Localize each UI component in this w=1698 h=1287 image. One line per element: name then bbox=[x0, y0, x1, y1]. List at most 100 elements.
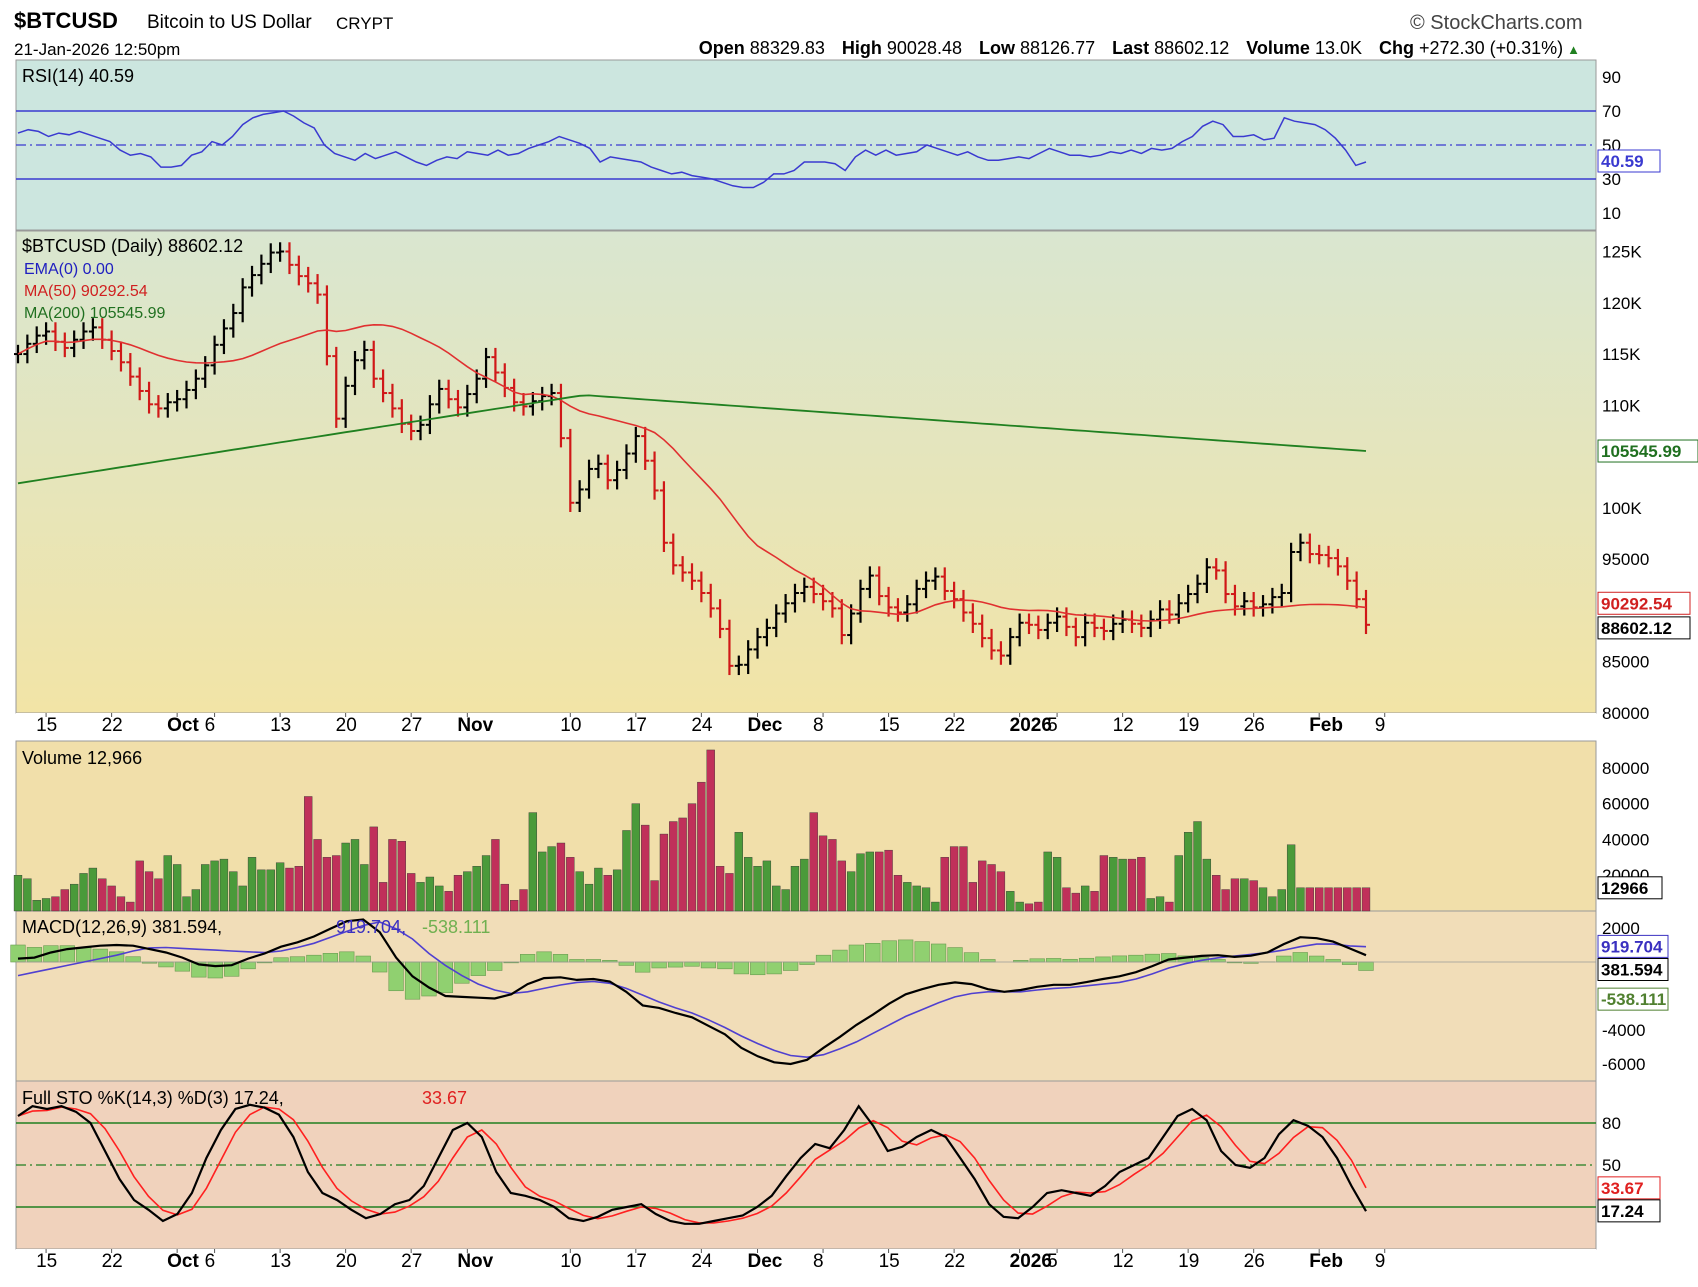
rsi-tick-1: 70 bbox=[1602, 102, 1621, 121]
macd-hist-4 bbox=[76, 947, 92, 963]
ma200-line bbox=[17, 394, 1367, 485]
volume-bar-105 bbox=[996, 871, 1006, 912]
volume-bar-87 bbox=[828, 839, 837, 912]
volume-bar-12 bbox=[126, 901, 135, 912]
macd-hist-26 bbox=[437, 961, 454, 993]
volume-bar-23 bbox=[229, 871, 238, 912]
volume-bar-10 bbox=[107, 885, 116, 912]
macd-hist-43 bbox=[717, 961, 733, 970]
price-tick-1: 120K bbox=[1602, 294, 1642, 313]
rsi-tick-3: 30 bbox=[1602, 170, 1621, 189]
volume-bar-78 bbox=[744, 857, 753, 912]
volume-bar-11 bbox=[116, 896, 126, 912]
volume-bar-68 bbox=[650, 880, 659, 912]
macd-hist-39 bbox=[651, 961, 667, 969]
x-label-0-7: Nov bbox=[457, 715, 493, 736]
volume-bar-115 bbox=[1090, 891, 1099, 912]
volume-bar-14 bbox=[144, 871, 154, 912]
macd-tick-0: 2000 bbox=[1602, 919, 1640, 938]
volume-bar-51 bbox=[491, 839, 500, 912]
volume-bar-49 bbox=[472, 866, 481, 912]
x-label-0-0: 15 bbox=[36, 715, 57, 736]
x-label-1-10: 24 bbox=[691, 1251, 713, 1272]
x-axis-band-1 bbox=[16, 713, 1596, 741]
volume-bar-102 bbox=[968, 882, 977, 912]
volume-bar-4 bbox=[51, 896, 60, 912]
symbol-title: $BTCUSD bbox=[14, 8, 118, 33]
volume-bar-36 bbox=[350, 839, 360, 912]
volume-bar-44 bbox=[425, 876, 435, 912]
x-label-0-17: 12 bbox=[1113, 715, 1134, 736]
ma50-line bbox=[17, 323, 1367, 622]
x-label-0-5: 20 bbox=[336, 715, 357, 736]
macd-value-label-box bbox=[1597, 958, 1669, 982]
volume-bar-8 bbox=[88, 867, 98, 912]
volume-bar-141 bbox=[1333, 887, 1343, 912]
volume-bar-80 bbox=[762, 860, 772, 912]
chg-label: Chg bbox=[1379, 38, 1414, 58]
price-tick-4: 100K bbox=[1602, 499, 1642, 518]
volume-bar-41 bbox=[397, 841, 406, 912]
volume-bar-128 bbox=[1212, 875, 1221, 912]
macd-hist-41 bbox=[684, 961, 700, 967]
last-value: 88602.12 bbox=[1154, 38, 1230, 58]
volume-bar-19 bbox=[191, 889, 201, 912]
macd-hist-66 bbox=[1095, 956, 1111, 963]
volume-bar-101 bbox=[959, 846, 968, 912]
macd-hist-57 bbox=[947, 947, 963, 963]
x-label-1-6: 27 bbox=[401, 1251, 422, 1272]
volume-bar-69 bbox=[659, 833, 669, 912]
volume-bar-54 bbox=[519, 889, 528, 912]
macd-hist-62 bbox=[1029, 958, 1045, 963]
low-value: 88126.77 bbox=[1020, 38, 1096, 58]
volume-bar-38 bbox=[369, 826, 378, 912]
macd-signal-line bbox=[17, 921, 1367, 1059]
price-tick-2: 115K bbox=[1602, 345, 1641, 364]
volume-bar-20 bbox=[201, 864, 210, 912]
x-label-0-20: Feb bbox=[1309, 715, 1343, 736]
macd-line bbox=[17, 918, 1367, 1066]
volume-bar-46 bbox=[444, 891, 453, 912]
stoch-tick-0: 80 bbox=[1602, 1114, 1621, 1133]
volume-bar-83 bbox=[790, 866, 800, 912]
macd-hist-51 bbox=[848, 944, 864, 963]
last-label: Last bbox=[1112, 38, 1150, 58]
stoch-legend: Full STO %K(14,3) %D(3) 17.24, bbox=[22, 1088, 284, 1108]
volume-bar-71 bbox=[678, 817, 687, 912]
stoch-legend-d: 33.67 bbox=[422, 1088, 467, 1108]
volume-bar-132 bbox=[1249, 880, 1258, 912]
macd-hist-18 bbox=[306, 954, 322, 963]
volume-bar-30 bbox=[294, 866, 303, 912]
volume-bar-53 bbox=[509, 900, 519, 912]
volume-bar-131 bbox=[1240, 878, 1249, 912]
logo-text: StockCharts.com bbox=[1430, 12, 1583, 34]
chart-datetime: 21-Jan-2026 12:50pm bbox=[14, 40, 181, 59]
symbol-name: Bitcoin to US Dollar bbox=[147, 12, 312, 33]
volume-tick-2: 40000 bbox=[1602, 830, 1649, 849]
volume-bar-73 bbox=[697, 781, 706, 912]
rsi-line bbox=[17, 110, 1367, 189]
macd-value-label: 381.594 bbox=[1601, 961, 1663, 980]
open-label: Open bbox=[698, 38, 745, 58]
x-label-1-4: 13 bbox=[270, 1251, 291, 1272]
x-label-1-20: Feb bbox=[1309, 1251, 1343, 1272]
price-legend-title: $BTCUSD (Daily) 88602.12 bbox=[22, 236, 243, 256]
macd-hist-63 bbox=[1046, 958, 1062, 963]
volume-bar-28 bbox=[275, 862, 285, 912]
volume-bar-99 bbox=[940, 857, 949, 912]
volume-bar-140 bbox=[1324, 887, 1333, 912]
x-label-1-11: Dec bbox=[748, 1251, 783, 1272]
x-label-1-21: 9 bbox=[1375, 1251, 1386, 1272]
open-value: 88329.83 bbox=[749, 38, 825, 58]
x-label-0-18: 19 bbox=[1178, 715, 1199, 736]
volume-bar-110 bbox=[1043, 851, 1052, 912]
volume-bar-143 bbox=[1352, 887, 1361, 912]
volume-bar-76 bbox=[725, 873, 734, 912]
rsi-tick-4: 10 bbox=[1602, 204, 1621, 223]
up-arrow-icon: ▲ bbox=[1567, 42, 1580, 57]
volume-bar-56 bbox=[538, 851, 547, 912]
volume-bar-88 bbox=[837, 860, 846, 912]
volume-bar-42 bbox=[407, 873, 416, 912]
volume-bar-116 bbox=[1099, 855, 1109, 912]
x-label-0-21: 9 bbox=[1375, 715, 1386, 736]
